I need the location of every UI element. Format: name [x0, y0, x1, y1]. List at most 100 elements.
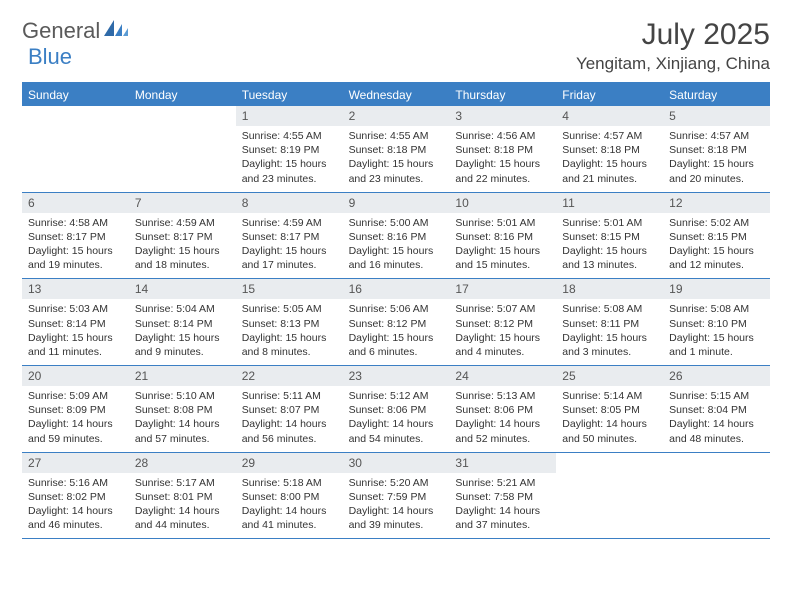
sunset-text: Sunset: 7:58 PM [455, 490, 550, 504]
day-content: Sunrise: 4:59 AMSunset: 8:17 PMDaylight:… [129, 213, 236, 279]
day-content: Sunrise: 4:59 AMSunset: 8:17 PMDaylight:… [236, 213, 343, 279]
day-content: Sunrise: 5:04 AMSunset: 8:14 PMDaylight:… [129, 299, 236, 365]
day-content: Sunrise: 5:16 AMSunset: 8:02 PMDaylight:… [22, 473, 129, 539]
daylight-text: Daylight: 15 hours and 9 minutes. [135, 331, 230, 359]
sunrise-text: Sunrise: 5:05 AM [242, 302, 337, 316]
sunset-text: Sunset: 8:17 PM [28, 230, 123, 244]
day-number: 3 [449, 106, 556, 126]
day-content: Sunrise: 5:07 AMSunset: 8:12 PMDaylight:… [449, 299, 556, 365]
day-cell: 9Sunrise: 5:00 AMSunset: 8:16 PMDaylight… [343, 193, 450, 279]
day-cell: 24Sunrise: 5:13 AMSunset: 8:06 PMDayligh… [449, 366, 556, 452]
sunrise-text: Sunrise: 5:09 AM [28, 389, 123, 403]
daylight-text: Daylight: 15 hours and 19 minutes. [28, 244, 123, 272]
sunset-text: Sunset: 8:00 PM [242, 490, 337, 504]
sunset-text: Sunset: 8:13 PM [242, 317, 337, 331]
daylight-text: Daylight: 14 hours and 41 minutes. [242, 504, 337, 532]
day-number: 22 [236, 366, 343, 386]
empty-cell [556, 453, 663, 539]
day-number: 13 [22, 279, 129, 299]
day-number: 16 [343, 279, 450, 299]
weekday-header: Monday [129, 84, 236, 106]
daylight-text: Daylight: 14 hours and 37 minutes. [455, 504, 550, 532]
daylight-text: Daylight: 15 hours and 20 minutes. [669, 157, 764, 185]
weekday-header: Wednesday [343, 84, 450, 106]
day-cell: 14Sunrise: 5:04 AMSunset: 8:14 PMDayligh… [129, 279, 236, 365]
week-row: 13Sunrise: 5:03 AMSunset: 8:14 PMDayligh… [22, 279, 770, 366]
empty-cell [22, 106, 129, 192]
sunset-text: Sunset: 7:59 PM [349, 490, 444, 504]
day-cell: 23Sunrise: 5:12 AMSunset: 8:06 PMDayligh… [343, 366, 450, 452]
day-number: 5 [663, 106, 770, 126]
day-content: Sunrise: 5:15 AMSunset: 8:04 PMDaylight:… [663, 386, 770, 452]
sunrise-text: Sunrise: 5:11 AM [242, 389, 337, 403]
title-block: July 2025 Yengitam, Xinjiang, China [576, 18, 770, 74]
day-number: 24 [449, 366, 556, 386]
day-content: Sunrise: 5:20 AMSunset: 7:59 PMDaylight:… [343, 473, 450, 539]
daylight-text: Daylight: 14 hours and 57 minutes. [135, 417, 230, 445]
daylight-text: Daylight: 14 hours and 50 minutes. [562, 417, 657, 445]
sunset-text: Sunset: 8:07 PM [242, 403, 337, 417]
sunrise-text: Sunrise: 4:55 AM [242, 129, 337, 143]
sunset-text: Sunset: 8:14 PM [135, 317, 230, 331]
sunset-text: Sunset: 8:14 PM [28, 317, 123, 331]
day-cell: 15Sunrise: 5:05 AMSunset: 8:13 PMDayligh… [236, 279, 343, 365]
sunrise-text: Sunrise: 4:58 AM [28, 216, 123, 230]
daylight-text: Daylight: 14 hours and 46 minutes. [28, 504, 123, 532]
day-number: 2 [343, 106, 450, 126]
day-number: 10 [449, 193, 556, 213]
empty-cell [663, 453, 770, 539]
daylight-text: Daylight: 15 hours and 3 minutes. [562, 331, 657, 359]
day-cell: 2Sunrise: 4:55 AMSunset: 8:18 PMDaylight… [343, 106, 450, 192]
daylight-text: Daylight: 14 hours and 48 minutes. [669, 417, 764, 445]
sunset-text: Sunset: 8:12 PM [455, 317, 550, 331]
day-number: 30 [343, 453, 450, 473]
day-cell: 20Sunrise: 5:09 AMSunset: 8:09 PMDayligh… [22, 366, 129, 452]
day-cell: 29Sunrise: 5:18 AMSunset: 8:00 PMDayligh… [236, 453, 343, 539]
daylight-text: Daylight: 15 hours and 4 minutes. [455, 331, 550, 359]
day-content: Sunrise: 4:58 AMSunset: 8:17 PMDaylight:… [22, 213, 129, 279]
sunset-text: Sunset: 8:02 PM [28, 490, 123, 504]
day-content: Sunrise: 5:01 AMSunset: 8:16 PMDaylight:… [449, 213, 556, 279]
weekday-header: Thursday [449, 84, 556, 106]
day-content: Sunrise: 5:02 AMSunset: 8:15 PMDaylight:… [663, 213, 770, 279]
week-row: 6Sunrise: 4:58 AMSunset: 8:17 PMDaylight… [22, 193, 770, 280]
sunset-text: Sunset: 8:04 PM [669, 403, 764, 417]
sunrise-text: Sunrise: 5:08 AM [562, 302, 657, 316]
sunrise-text: Sunrise: 5:14 AM [562, 389, 657, 403]
sunrise-text: Sunrise: 5:21 AM [455, 476, 550, 490]
empty-cell [129, 106, 236, 192]
day-cell: 22Sunrise: 5:11 AMSunset: 8:07 PMDayligh… [236, 366, 343, 452]
sunset-text: Sunset: 8:11 PM [562, 317, 657, 331]
sunrise-text: Sunrise: 5:10 AM [135, 389, 230, 403]
daylight-text: Daylight: 15 hours and 17 minutes. [242, 244, 337, 272]
daylight-text: Daylight: 15 hours and 15 minutes. [455, 244, 550, 272]
daylight-text: Daylight: 15 hours and 23 minutes. [349, 157, 444, 185]
sunset-text: Sunset: 8:17 PM [242, 230, 337, 244]
day-cell: 18 Sunrise: 5:08 AMSunset: 8:11 PMDayligh… [556, 279, 663, 365]
day-number: 21 [129, 366, 236, 386]
sunrise-text: Sunrise: 5:00 AM [349, 216, 444, 230]
day-content: Sunrise: 5:09 AMSunset: 8:09 PMDaylight:… [22, 386, 129, 452]
sunset-text: Sunset: 8:16 PM [349, 230, 444, 244]
day-content: Sunrise: 5:14 AMSunset: 8:05 PMDaylight:… [556, 386, 663, 452]
day-cell: 21Sunrise: 5:10 AMSunset: 8:08 PMDayligh… [129, 366, 236, 452]
day-number: 26 [663, 366, 770, 386]
sunset-text: Sunset: 8:18 PM [455, 143, 550, 157]
weeks-container: 1Sunrise: 4:55 AMSunset: 8:19 PMDaylight… [22, 106, 770, 539]
sunset-text: Sunset: 8:16 PM [455, 230, 550, 244]
day-cell: 26Sunrise: 5:15 AMSunset: 8:04 PMDayligh… [663, 366, 770, 452]
day-cell: 12Sunrise: 5:02 AMSunset: 8:15 PMDayligh… [663, 193, 770, 279]
brand-part1: General [22, 18, 100, 44]
daylight-text: Daylight: 14 hours and 52 minutes. [455, 417, 550, 445]
sunset-text: Sunset: 8:01 PM [135, 490, 230, 504]
day-number: 11 [556, 193, 663, 213]
day-number: 18 [556, 279, 663, 299]
daylight-text: Daylight: 14 hours and 44 minutes. [135, 504, 230, 532]
day-cell: 17Sunrise: 5:07 AMSunset: 8:12 PMDayligh… [449, 279, 556, 365]
daylight-text: Daylight: 15 hours and 16 minutes. [349, 244, 444, 272]
sunrise-text: Sunrise: 5:02 AM [669, 216, 764, 230]
day-cell: 11Sunrise: 5:01 AMSunset: 8:15 PMDayligh… [556, 193, 663, 279]
day-cell: 3Sunrise: 4:56 AMSunset: 8:18 PMDaylight… [449, 106, 556, 192]
sail-icon [104, 18, 130, 44]
day-number: 1 [236, 106, 343, 126]
